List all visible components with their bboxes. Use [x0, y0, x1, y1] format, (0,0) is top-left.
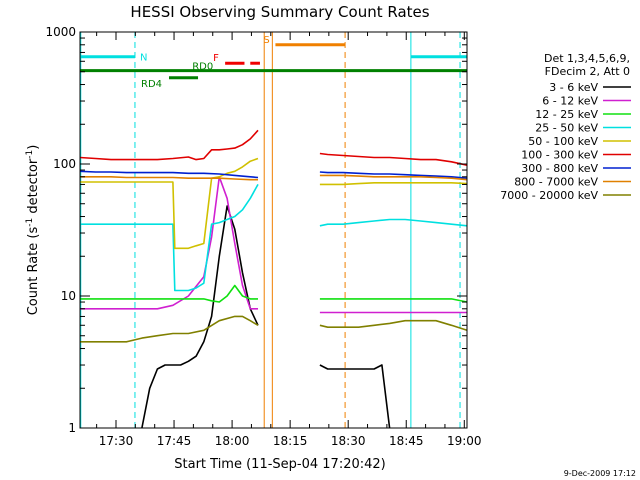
- legend-label-7000-20000-kev: 7000 - 20000 keV: [500, 189, 598, 202]
- legend-label-6-12-kev: 6 - 12 keV: [542, 95, 598, 108]
- plot-frame: [79, 31, 468, 429]
- legend-label-800-7000-kev: 800 - 7000 keV: [514, 176, 598, 189]
- x-tick-label-0: 17:30: [99, 434, 134, 448]
- series-line-100-300-kev: [79, 129, 468, 166]
- x-tick-label-3: 18:15: [273, 434, 308, 448]
- x-tick-label-2: 18:00: [215, 434, 250, 448]
- series-line-300-800-kev: [79, 170, 468, 179]
- x-axis-label: Start Time (11-Sep-04 17:20:42): [174, 457, 385, 472]
- series-line-800-7000-kev: [80, 174, 468, 181]
- series-lines: [79, 129, 468, 429]
- legend-header-line-1: Det 1,3,4,5,6,9,: [544, 52, 630, 65]
- flag-label-n: N: [140, 53, 147, 64]
- series-line-12-25-kev: [80, 284, 468, 303]
- legend: Det 1,3,4,5,6,9, FDecim 2, Att 0 3 - 6 k…: [500, 52, 631, 202]
- x-tick-label-6: 19:00: [447, 434, 482, 448]
- y-tick-label-3: 1000: [45, 25, 76, 39]
- footer-timestamp: 9-Dec-2009 17:12: [564, 469, 636, 478]
- series-line-25-50-kev: [80, 184, 468, 292]
- x-tick-label-1: 17:45: [157, 434, 192, 448]
- y-tick-label-1: 10: [61, 289, 76, 303]
- legend-label-300-800-kev: 300 - 800 keV: [521, 162, 598, 175]
- x-tick-label-4: 18:30: [331, 434, 366, 448]
- flag-label-f: F: [213, 53, 219, 64]
- legend-label-25-50-kev: 25 - 50 keV: [535, 122, 598, 135]
- x-tick-label-5: 18:45: [389, 434, 424, 448]
- series-line-50-100-kev: [80, 157, 468, 250]
- flag-label-rd0: RD0: [192, 62, 213, 73]
- x-axis: 17:30 17:45 18:00 18:15 18:30 18:45 19:00: [96, 32, 482, 448]
- legend-header-line-2: FDecim 2, Att 0: [545, 65, 630, 78]
- y-axis-label: Count Rate (s-1 detector-1): [25, 145, 41, 316]
- chart-title: HESSI Observing Summary Count Rates: [130, 3, 429, 21]
- flag-label-s: S: [263, 35, 269, 46]
- flag-label-rd4: RD4: [141, 79, 162, 90]
- vertical-markers: [80, 32, 461, 428]
- legend-label-3-6-kev: 3 - 6 keV: [549, 81, 598, 94]
- legend-label-12-25-kev: 12 - 25 keV: [535, 108, 598, 121]
- legend-label-100-300-kev: 100 - 300 keV: [521, 149, 598, 162]
- y-tick-label-2: 100: [53, 157, 76, 171]
- legend-label-50-100-kev: 50 - 100 keV: [528, 135, 598, 148]
- series-line-6-12-kev: [80, 176, 467, 314]
- series-line-7000-20000-kev: [80, 315, 468, 343]
- series-line-3-6-kev: [141, 205, 391, 429]
- y-tick-label-0: 1: [68, 421, 76, 435]
- y-axis: 1 10 100 1000: [45, 25, 467, 435]
